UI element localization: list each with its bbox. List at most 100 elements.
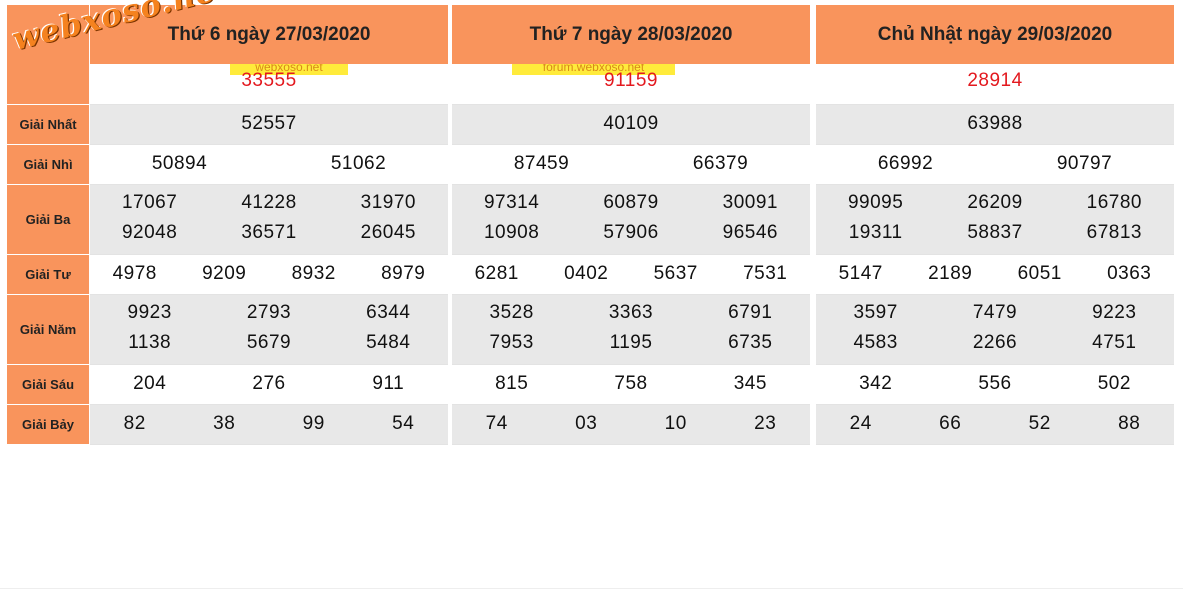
prize-number: 92048 [121,222,178,243]
prize-number: 19311 [848,222,903,243]
prize-number: 52557 [241,113,297,134]
prize-row-fourth: 5147 2189 6051 0363 [816,255,1174,295]
prize-number: 556 [978,373,1012,394]
prize-number: 276 [252,373,286,394]
prize-row-first: 40109 [452,105,810,145]
prize-number: 66992 [877,153,934,174]
prize-row-special: 28914 [816,64,1174,105]
prize-number: 3597 [853,302,898,323]
prize-number: 204 [133,373,167,394]
prize-number: 51062 [330,153,387,174]
prize-row-third: 97314 60879 30091 10908 57906 96546 [452,185,810,255]
prize-number: 6281 [474,263,519,284]
prize-row-sixth: 204 276 911 [90,365,448,405]
prize-number: 7531 [743,263,788,284]
prize-number: 10908 [483,222,540,243]
prize-number: 03 [575,413,598,434]
prize-number: 97314 [483,192,540,213]
prize-number: 6344 [366,302,411,323]
prize-number: 26209 [967,192,1023,213]
special-prize-number: 28914 [967,70,1023,91]
prize-row-sixth: 342 556 502 [816,365,1174,405]
special-prize-number: 33555 [241,70,297,91]
prize-number: 54 [392,413,415,434]
prize-number: 0363 [1107,263,1152,284]
site-tag: forum.webxoso.net [512,64,675,75]
day-header: Chủ Nhật ngày 29/03/2020 [816,5,1174,64]
prize-row-second: 66992 90797 [816,145,1174,185]
prize-number: 9223 [1092,302,1137,323]
prize-number: 5637 [653,263,698,284]
prize-row-seventh: 82 38 99 54 [90,405,448,445]
label-giai-nam: Giải Năm [7,295,89,365]
prize-number: 16780 [1086,192,1142,213]
prize-number: 8979 [381,263,426,284]
label-giai-ba: Giải Ba [7,185,89,255]
prize-number: 30091 [722,192,778,213]
prize-number: 758 [614,373,648,394]
bottom-divider [0,588,1183,589]
prize-row-second: 50894 51062 [90,145,448,185]
prize-row-seventh: 74 03 10 23 [452,405,810,445]
prize-number: 5484 [366,332,411,353]
prize-number: 7953 [489,332,534,353]
prize-number: 23 [754,413,777,434]
prize-number: 342 [859,373,893,394]
prize-number: 40109 [603,113,659,134]
prize-number: 63988 [967,113,1023,134]
prize-row-fifth: 3528 3363 6791 7953 1195 6735 [452,295,810,365]
prize-number: 911 [372,373,405,394]
day-header: Thứ 7 ngày 28/03/2020 [452,5,810,64]
prize-number: 66 [939,413,962,434]
prize-row-third: 17067 41228 31970 92048 36571 26045 [90,185,448,255]
prize-row-first: 63988 [816,105,1174,145]
prize-number: 2793 [246,302,292,323]
prize-number: 50894 [151,153,208,174]
prize-number: 66379 [692,153,749,174]
prize-number: 502 [1097,373,1131,394]
prize-number: 88 [1118,413,1141,434]
prize-number: 5147 [838,263,883,284]
prize-number: 96546 [722,222,778,243]
prize-row-first: 52557 [90,105,448,145]
prize-number: 9209 [202,263,247,284]
special-prize-number: 91159 [604,70,658,91]
prize-number: 24 [849,413,872,434]
prize-number: 4978 [112,263,157,284]
prize-number: 2189 [928,263,973,284]
prize-number: 2266 [972,332,1018,353]
prize-number: 58837 [967,222,1023,243]
prize-number: 10 [664,413,687,434]
prize-row-fifth: 3597 7479 9223 4583 2266 4751 [816,295,1174,365]
prize-row-second: 87459 66379 [452,145,810,185]
prize-number: 815 [495,373,529,394]
prize-row-sixth: 815 758 345 [452,365,810,405]
prize-number: 87459 [513,153,570,174]
prize-number: 82 [123,413,146,434]
prize-row-fifth: 9923 2793 6344 1138 5679 5484 [90,295,448,365]
prize-number: 8932 [291,263,336,284]
prize-number: 41228 [241,192,297,213]
prize-number: 6735 [728,332,773,353]
prize-row-fourth: 4978 9209 8932 8979 [90,255,448,295]
prize-number: 17067 [121,192,178,213]
prize-number: 38 [213,413,236,434]
prize-number: 26045 [360,222,416,243]
label-giai-nhat: Giải Nhất [7,105,89,145]
prize-number: 7479 [972,302,1018,323]
site-tag: webxoso.net [230,64,348,75]
prize-number: 74 [485,413,508,434]
prize-number: 1195 [609,332,653,353]
prize-number: 4751 [1092,332,1137,353]
label-giai-sau: Giải Sáu [7,365,89,405]
prize-number: 67813 [1086,222,1142,243]
prize-number: 3363 [608,302,654,323]
prize-number: 90797 [1056,153,1113,174]
prize-number: 31970 [360,192,416,213]
prize-number: 57906 [603,222,659,243]
label-giai-bay: Giải Bảy [7,405,89,445]
prize-number: 52 [1028,413,1051,434]
prize-number: 99 [302,413,325,434]
prize-number: 6791 [728,302,773,323]
prize-number: 60879 [603,192,659,213]
